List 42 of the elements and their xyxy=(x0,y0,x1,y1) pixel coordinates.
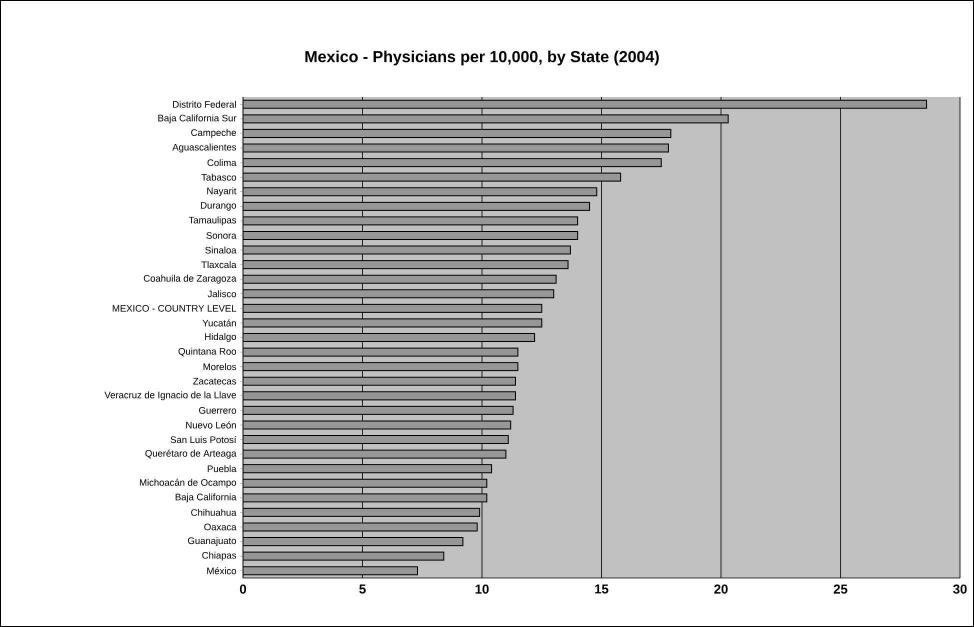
y-tick-label: Coahuila de Zaragoza xyxy=(144,274,236,284)
x-tick-label: 20 xyxy=(714,584,728,594)
y-tick-label: Chihuahua xyxy=(191,508,236,516)
y-tick-label: Hidalgo xyxy=(205,333,236,342)
y-tick-label: San Luis Potosí xyxy=(170,436,236,444)
y-tick-label: Yucatán xyxy=(202,319,236,326)
y-tick-label: Querétaro de Arteaga xyxy=(145,450,236,459)
x-tick-label: 5 xyxy=(359,584,366,594)
y-tick-label: Morelos xyxy=(204,363,236,370)
y-tick-label: Chiapas xyxy=(202,552,236,561)
x-tick-label: 10 xyxy=(476,584,489,594)
y-tick-label: Campeche xyxy=(191,129,236,138)
y-tick-label: Nuevo León xyxy=(186,421,236,428)
y-tick-label: Puebla xyxy=(208,465,236,472)
chart-title: Mexico - Physicians per 10,000, by State (2004) xyxy=(305,50,659,66)
y-tick-label: Baja California xyxy=(176,493,236,502)
y-tick-label: Tamaulipas xyxy=(188,216,236,226)
y-tick-label: Nayarit xyxy=(207,187,236,196)
bar xyxy=(243,187,598,196)
y-tick-label: Tlaxcala xyxy=(201,261,236,268)
y-tick-label: Guerrero xyxy=(199,407,236,414)
y-tick-label: México xyxy=(207,567,236,574)
y-tick-label: Jalisco xyxy=(208,290,236,298)
x-tick-label: 30 xyxy=(953,584,967,594)
y-tick-label: Tabasco xyxy=(201,174,236,181)
y-tick-label: Aguascalientes xyxy=(172,144,236,152)
y-tick-label: Baja California Sur xyxy=(158,114,236,124)
y-tick-label: Colima xyxy=(208,159,236,166)
x-tick-label: 25 xyxy=(834,584,848,594)
y-tick-label: Durango xyxy=(200,202,236,211)
y-tick-label: Sinaloa xyxy=(205,246,236,254)
y-tick-label: Sonora xyxy=(206,232,236,239)
x-tick-label: 0 xyxy=(240,584,246,594)
y-tick-label: Michoacán de Ocampo xyxy=(140,478,236,488)
y-tick-label: Guanajuato xyxy=(188,537,236,546)
y-tick-label: Zacatecas xyxy=(193,378,236,385)
y-tick-label: MEXICO - COUNTRY LEVEL xyxy=(112,305,236,312)
y-tick-label: Veracruz de Ignacio de la Llave xyxy=(104,391,236,400)
y-tick-label: Distrito Federal xyxy=(173,100,236,108)
y-tick-label: Quintana Roo xyxy=(178,348,236,356)
x-tick-label: 15 xyxy=(595,584,608,594)
y-tick-label: Oaxaca xyxy=(204,524,236,530)
